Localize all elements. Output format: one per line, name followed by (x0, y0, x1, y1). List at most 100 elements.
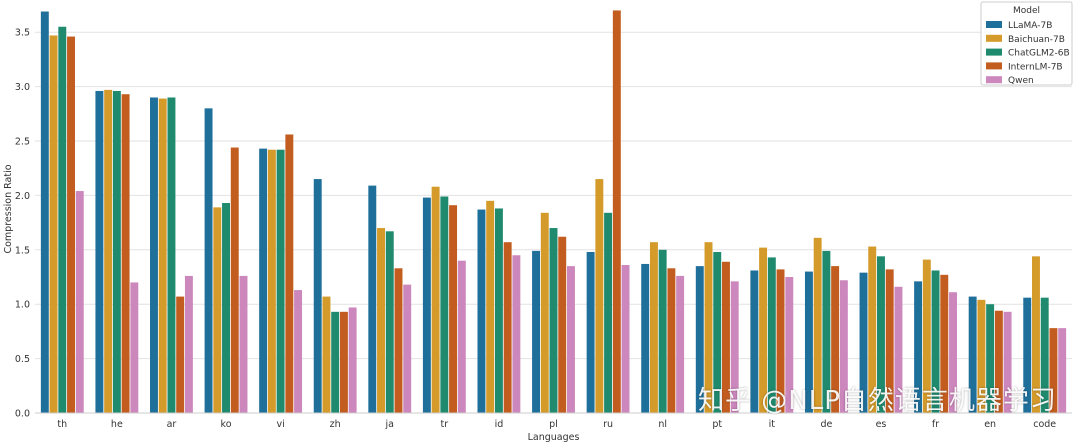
bar-nl-baichuan-7b (649, 242, 658, 413)
bar-ko-qwen (239, 275, 248, 413)
bar-pl-internlm-7b (558, 236, 567, 413)
bar-ja-chatglm2-6b (385, 231, 394, 413)
bar-vi-qwen (294, 290, 303, 413)
bar-de-qwen (839, 280, 848, 413)
bar-ar-chatglm2-6b (167, 97, 176, 413)
x-tick-label: es (876, 419, 887, 430)
x-tick-label: tr (441, 419, 449, 430)
bar-fr-llama-7b (914, 281, 923, 413)
bar-he-chatglm2-6b (112, 90, 121, 414)
legend: Model LLaMA-7B Baichuan-7B ChatGLM2-6B Inter… (980, 1, 1073, 86)
legend-label: Qwen (1008, 76, 1034, 86)
bar-code-chatglm2-6b (1040, 297, 1049, 413)
bar-ru-baichuan-7b (595, 179, 604, 413)
bar-vi-chatglm2-6b (276, 149, 285, 414)
bar-ko-chatglm2-6b (222, 203, 230, 413)
bar-he-baichuan-7b (104, 89, 113, 413)
bar-it-llama-7b (750, 270, 759, 413)
legend-swatch (986, 34, 1002, 42)
bar-ar-baichuan-7b (158, 98, 167, 414)
x-tick-label: en (984, 419, 996, 430)
y-tick-label: 2.5 (15, 137, 30, 148)
bar-ko-baichuan-7b (213, 207, 222, 413)
bar-th-llama-7b (40, 11, 49, 413)
bar-pt-qwen (730, 281, 739, 413)
watermark-text: 知乎 @NLP自然语言机器学习 (698, 386, 1057, 416)
bar-code-llama-7b (1023, 297, 1032, 413)
x-tick-label: it (769, 419, 776, 430)
x-tick-label: pt (712, 419, 722, 430)
legend-box (980, 1, 1073, 86)
y-tick-label: 1.5 (15, 245, 30, 256)
bar-ko-llama-7b (204, 108, 213, 414)
bar-ja-llama-7b (368, 185, 377, 413)
legend-title: Model (1013, 6, 1040, 16)
x-axis-ticks: th he ar ko vi zh ja tr id pl ru nl pt it de es fr en code (57, 419, 1056, 430)
bar-id-qwen (512, 255, 521, 413)
legend-swatch (986, 76, 1002, 84)
bar-es-llama-7b (859, 272, 868, 413)
bar-he-qwen (130, 282, 139, 413)
bar-fr-chatglm2-6b (931, 270, 940, 413)
bar-ru-llama-7b (586, 251, 595, 413)
bar-fr-baichuan-7b (922, 259, 931, 413)
bar-code-baichuan-7b (1032, 256, 1040, 413)
legend-label: ChatGLM2-6B (1008, 49, 1070, 59)
bar-vi-llama-7b (259, 148, 268, 413)
bar-de-internlm-7b (831, 266, 840, 413)
bar-pt-internlm-7b (722, 261, 730, 413)
bar-it-baichuan-7b (759, 247, 768, 413)
bar-zh-llama-7b (313, 179, 322, 413)
x-tick-label: ar (167, 419, 177, 430)
bar-code-internlm-7b (1049, 328, 1058, 413)
y-tick-label: 3.0 (15, 82, 30, 93)
bar-it-qwen (785, 277, 794, 413)
legend-swatch (986, 48, 1002, 56)
bar-it-chatglm2-6b (767, 257, 776, 413)
bar-ja-internlm-7b (394, 268, 403, 413)
bar-tr-internlm-7b (449, 205, 458, 413)
x-tick-label: de (820, 419, 832, 430)
x-tick-label: vi (276, 419, 284, 430)
bar-ko-internlm-7b (230, 147, 239, 413)
bar-vi-internlm-7b (285, 134, 294, 414)
bars (40, 10, 1067, 414)
bar-id-baichuan-7b (486, 200, 495, 413)
bar-pl-qwen (566, 266, 575, 413)
y-axis-label: Compression Ratio (3, 164, 14, 253)
bar-fr-internlm-7b (940, 274, 949, 413)
bar-ja-qwen (403, 284, 412, 413)
bar-pt-chatglm2-6b (713, 251, 722, 413)
bar-it-internlm-7b (776, 269, 785, 413)
bar-tr-llama-7b (422, 197, 431, 413)
legend-swatch (986, 62, 1002, 70)
x-tick-label: nl (658, 419, 667, 430)
bar-pl-llama-7b (532, 250, 541, 413)
bar-id-llama-7b (477, 209, 486, 413)
bar-en-qwen (1003, 311, 1012, 413)
bar-ru-internlm-7b (612, 10, 621, 413)
bar-zh-chatglm2-6b (331, 311, 340, 413)
bar-tr-chatglm2-6b (440, 196, 449, 413)
bar-vi-baichuan-7b (267, 149, 276, 414)
bar-pt-llama-7b (695, 266, 704, 413)
bar-th-chatglm2-6b (58, 26, 67, 413)
bar-en-chatglm2-6b (986, 304, 995, 413)
x-axis-label: Languages (528, 432, 580, 443)
bar-id-chatglm2-6b (494, 208, 503, 413)
legend-label: Baichuan-7B (1008, 35, 1065, 45)
bar-pl-chatglm2-6b (549, 228, 558, 413)
bar-de-baichuan-7b (813, 237, 822, 413)
bar-es-chatglm2-6b (877, 256, 885, 413)
bar-es-internlm-7b (885, 269, 894, 413)
legend-swatch (986, 21, 1002, 28)
bar-th-internlm-7b (67, 36, 75, 413)
y-tick-label: 3.5 (15, 28, 30, 39)
bar-th-qwen (75, 191, 84, 413)
bar-he-internlm-7b (121, 94, 130, 413)
y-tick-label: 0.0 (15, 409, 30, 420)
y-tick-label: 2.0 (15, 191, 30, 202)
bar-fr-qwen (949, 292, 957, 413)
bar-zh-qwen (348, 307, 357, 413)
